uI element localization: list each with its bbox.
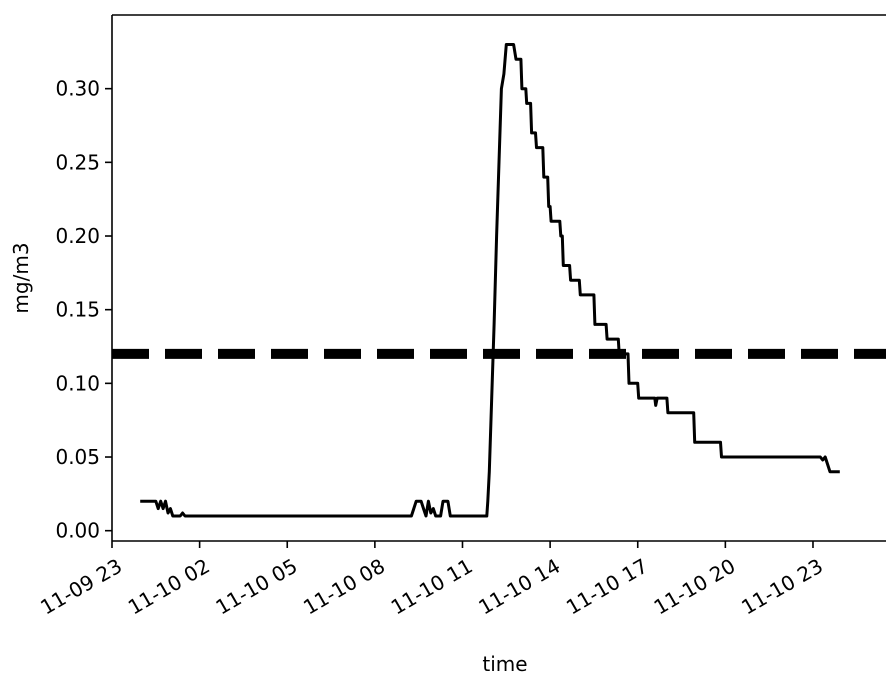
y-axis-title: mg/m3 bbox=[9, 242, 33, 313]
y-tick-label: 0.15 bbox=[55, 298, 100, 322]
y-tick-label: 0.10 bbox=[55, 371, 100, 395]
series-layer bbox=[140, 43, 840, 518]
x-tick-label: 11-10 20 bbox=[650, 554, 740, 620]
series-line-0 bbox=[140, 43, 840, 518]
x-tick-label: 11-10 14 bbox=[474, 554, 564, 620]
x-tick-label: 11-10 05 bbox=[211, 554, 301, 620]
y-tick-label: 0.30 bbox=[55, 77, 100, 101]
x-tick-label: 11-10 23 bbox=[737, 554, 827, 620]
plot-frame bbox=[111, 14, 886, 542]
x-tick-label: 11-10 02 bbox=[124, 554, 214, 620]
x-axis-title: time bbox=[482, 652, 527, 675]
x-tick-label: 11-10 08 bbox=[299, 554, 389, 620]
y-tick-label: 0.05 bbox=[55, 445, 100, 469]
y-axis: 0.00 0.05 0.10 0.15 0.20 0.25 0.30 bbox=[55, 77, 112, 543]
x-tick-label: 11-10 11 bbox=[387, 554, 477, 620]
y-tick-label: 0.20 bbox=[55, 224, 100, 248]
x-tick-label: 11-10 17 bbox=[562, 554, 652, 620]
x-tick-label: 11-09 23 bbox=[36, 554, 126, 620]
y-tick-label: 0.25 bbox=[55, 150, 100, 174]
y-tick-label: 0.00 bbox=[55, 519, 100, 543]
